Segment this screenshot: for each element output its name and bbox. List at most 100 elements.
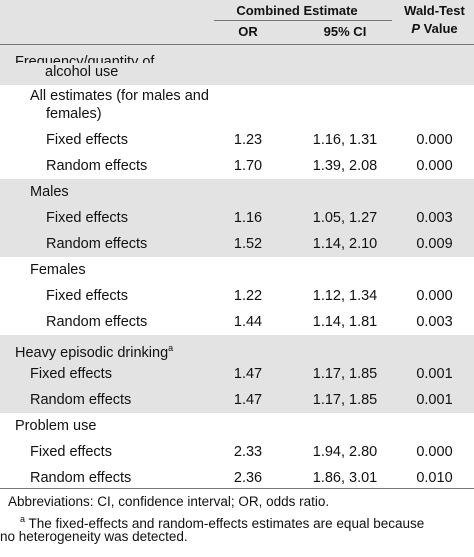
abbreviations-note: Abbreviations: CI, confidence interval; … — [8, 494, 330, 509]
table-row: Fixed effects 1.16 1.05, 1.27 0.003 — [0, 205, 474, 231]
wald-test-title: Wald-Test — [404, 3, 465, 18]
footnote-text-line2: no heterogeneity was detected. — [0, 529, 188, 544]
p-value: 0.000 — [416, 288, 453, 304]
row-label-text: Males — [30, 184, 69, 200]
row-label: Fixed effects — [46, 209, 128, 227]
ci-value: 1.16, 1.31 — [312, 132, 378, 148]
or-value: 1.47 — [233, 392, 263, 408]
or-value: 1.47 — [233, 366, 263, 382]
p-value: 0.003 — [416, 210, 453, 226]
row-label: Random effects — [46, 235, 147, 253]
row-label: Random effects — [30, 469, 131, 487]
p-value-word: Value — [420, 21, 458, 36]
row-label: All estimates (for males and — [30, 87, 209, 105]
table-footnotes: Abbreviations: CI, confidence interval; … — [0, 488, 474, 544]
row-label-text: Fixed effects — [46, 288, 128, 304]
or-value: 1.22 — [233, 288, 263, 304]
footnote-marker: a — [168, 343, 174, 353]
ci-value: 1.39, 2.08 — [312, 158, 378, 174]
table-row: Random effects 1.44 1.14, 1.81 0.003 — [0, 309, 474, 335]
or-column-header: OR — [238, 24, 258, 39]
combined-estimate-header: Combined Estimate — [236, 3, 358, 18]
table-row: Fixed effects 1.22 1.12, 1.34 0.000 — [0, 283, 474, 309]
row-label-text: Heavy episodic drinking — [15, 345, 169, 361]
p-value: 0.010 — [416, 470, 453, 486]
ci-value: 1.05, 1.27 — [312, 210, 378, 226]
table-row: alcohol use — [0, 63, 474, 85]
table-row: Fixed effects 1.47 1.17, 1.85 0.001 — [0, 361, 474, 387]
or-value: 1.52 — [233, 236, 263, 252]
row-label-text: Females — [30, 262, 86, 278]
table-row: females) — [0, 105, 474, 127]
ci-value: 1.14, 1.81 — [312, 314, 378, 330]
row-label-text: Fixed effects — [30, 366, 112, 382]
row-label: Random effects — [46, 313, 147, 331]
ci-value: 1.12, 1.34 — [312, 288, 378, 304]
p-value: 0.009 — [416, 236, 453, 252]
header-divider — [214, 20, 392, 21]
ci-column-header: 95% CI — [323, 24, 367, 39]
table-row: Problem use — [0, 413, 474, 439]
p-value: 0.000 — [416, 132, 453, 148]
row-label-text: Random effects — [46, 236, 148, 252]
table-row: Random effects 1.52 1.14, 2.10 0.009 — [0, 231, 474, 257]
table-row: Frequency/quantity of — [0, 45, 474, 70]
row-label: Fixed effects — [46, 287, 128, 305]
or-value: 1.44 — [233, 314, 263, 330]
results-table: Combined Estimate OR 95% CI Wald-Test P … — [0, 0, 474, 491]
p-letter: P — [411, 21, 421, 36]
row-label-text: Fixed effects — [30, 444, 112, 460]
row-label-text: Random effects — [46, 158, 148, 174]
row-label: Fixed effects — [30, 443, 112, 461]
row-label-text: Random effects — [30, 392, 132, 408]
table-row: Heavy episodic drinkinga — [0, 335, 474, 361]
row-label-text: Fixed effects — [46, 210, 128, 226]
row-label: Fixed effects — [30, 365, 112, 383]
or-value: 1.23 — [233, 132, 263, 148]
table-row: Fixed effects 1.23 1.16, 1.31 0.000 — [0, 127, 474, 153]
row-label-text: Problem use — [15, 418, 97, 434]
row-label-text: Fixed effects — [46, 132, 128, 148]
ci-value: 1.86, 3.01 — [312, 470, 378, 486]
ci-value: 1.17, 1.85 — [312, 366, 378, 382]
row-label: Problem use — [15, 417, 96, 435]
ci-value: 1.17, 1.85 — [312, 392, 378, 408]
table-body: Frequency/quantity of alcohol use All esti… — [0, 45, 474, 491]
footnote-marker: a — [20, 514, 26, 524]
table-row: Fixed effects 2.33 1.94, 2.80 0.000 — [0, 439, 474, 465]
p-value: 0.000 — [416, 444, 453, 460]
row-label: Fixed effects — [46, 131, 128, 149]
table-row: Males — [0, 179, 474, 205]
table-row: Females — [0, 257, 474, 283]
row-label: Random effects — [46, 157, 147, 175]
row-label: females) — [46, 105, 102, 123]
row-label: Females — [30, 261, 86, 279]
ci-value: 1.94, 2.80 — [312, 444, 378, 460]
row-label: Heavy episodic drinkinga — [15, 339, 173, 362]
or-value: 1.16 — [233, 210, 263, 226]
row-label: Random effects — [30, 391, 131, 409]
p-value: 0.001 — [416, 366, 453, 382]
table-row: All estimates (for males and — [0, 85, 474, 105]
row-label: alcohol use — [45, 63, 118, 81]
p-value: 0.000 — [416, 158, 453, 174]
heterogeneity-note: a The fixed-effects and random-effects e… — [20, 511, 424, 532]
row-label-text: Random effects — [46, 314, 148, 330]
row-label-text: females) — [46, 106, 102, 122]
wald-test-header: Wald-Test P Value — [395, 2, 474, 38]
table-row: Random effects 2.36 1.86, 3.01 0.010 — [0, 465, 474, 491]
table-row: Random effects 1.70 1.39, 2.08 0.000 — [0, 153, 474, 179]
table-row: Random effects 1.47 1.17, 1.85 0.001 — [0, 387, 474, 413]
p-value: 0.001 — [416, 392, 453, 408]
row-label-text: All estimates (for males and — [30, 88, 209, 104]
row-label-text: Random effects — [30, 470, 132, 486]
footnote-text-line1: The fixed-effects and random-effects est… — [25, 516, 425, 531]
or-value: 1.70 — [233, 158, 263, 174]
row-label: Males — [30, 183, 69, 201]
ci-value: 1.14, 2.10 — [312, 236, 378, 252]
or-value: 2.33 — [233, 444, 263, 460]
table-header: Combined Estimate OR 95% CI Wald-Test P … — [0, 0, 474, 45]
row-label-text: alcohol use — [45, 64, 119, 80]
p-value-title: P Value — [395, 20, 474, 38]
p-value: 0.003 — [416, 314, 453, 330]
